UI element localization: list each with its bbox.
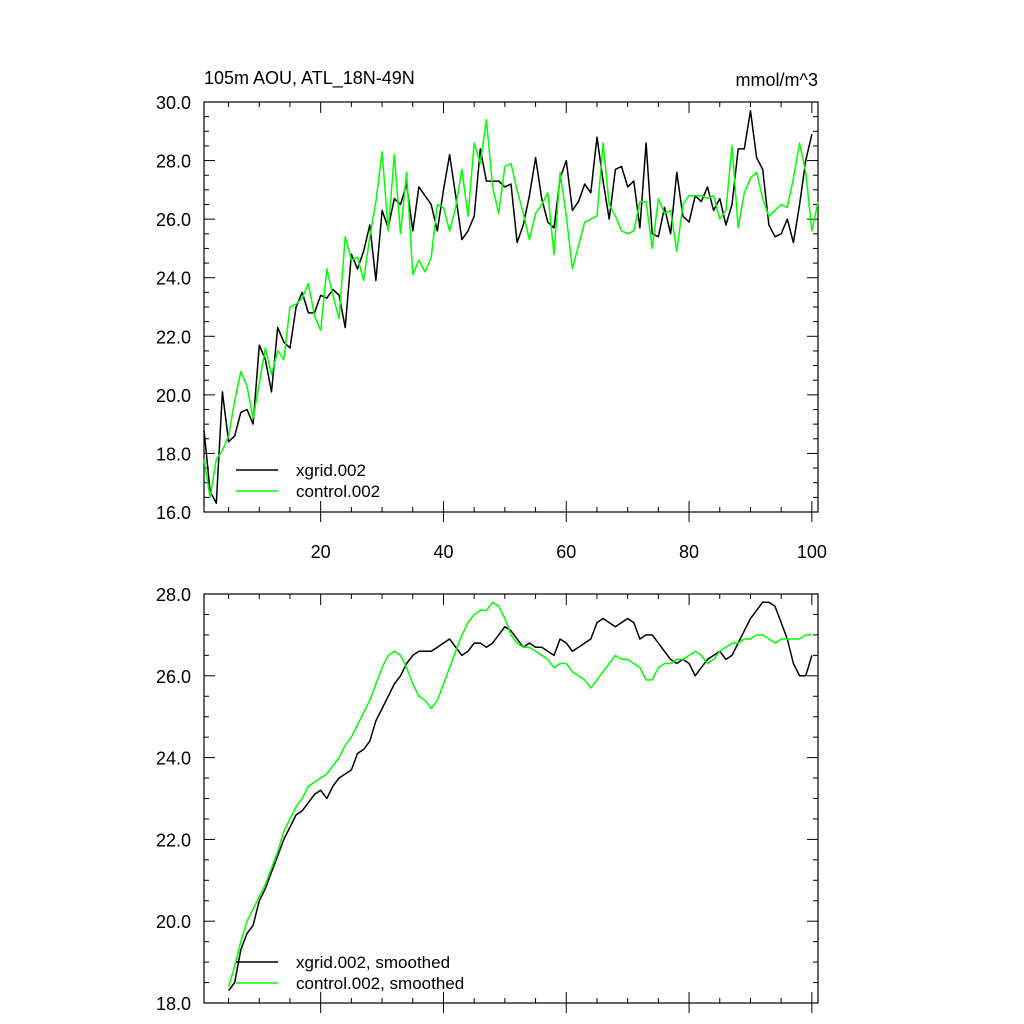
y-tick-label: 26.0 (156, 210, 191, 230)
x-tick-label: 40 (433, 542, 453, 562)
y-tick-label: 22.0 (156, 830, 191, 850)
y-tick-label: 22.0 (156, 327, 191, 347)
y-tick-label: 16.0 (156, 503, 191, 523)
y-tick-label: 18.0 (156, 444, 191, 464)
top-legend: xgrid.002 control.002 (236, 461, 380, 501)
top-series (203, 110, 819, 504)
bottom-panel: 18.0 20.0 22.0 24.0 26.0 28.0 xgrid.002, smoo… (156, 585, 819, 1014)
y-tick-label: 24.0 (156, 269, 191, 289)
bottom-axes: 18.0 20.0 22.0 24.0 26.0 28.0 (156, 585, 819, 1014)
x-tick-label: 80 (679, 542, 699, 562)
legend-label-xgrid-smoothed: xgrid.002, smoothed (296, 953, 450, 972)
series-line-control-002-smoothed (227, 601, 812, 987)
x-tick-label: 20 (311, 542, 331, 562)
top-axes: 16.0 18.0 20.0 22.0 24.0 26.0 28.0 30.0 20 40 60 80… (156, 93, 827, 562)
x-tick-label: 60 (556, 542, 576, 562)
units-label: mmol/m^3 (736, 70, 818, 90)
y-tick-label: 28.0 (156, 152, 191, 172)
y-tick-label: 26.0 (156, 667, 191, 687)
series-line-xgrid-002-smoothed (227, 601, 813, 992)
chart-title: 105m AOU, ATL_18N-49N (204, 68, 415, 89)
series-line-control-002 (203, 118, 819, 499)
legend-label-control-smoothed: control.002, smoothed (296, 974, 464, 993)
x-tick-label: 100 (797, 542, 827, 562)
bottom-legend: xgrid.002, smoothed control.002, smoothe… (236, 953, 464, 993)
y-tick-label: 20.0 (156, 386, 191, 406)
y-tick-label: 18.0 (156, 994, 191, 1014)
y-tick-label: 28.0 (156, 585, 191, 605)
y-tick-label: 30.0 (156, 93, 191, 113)
y-tick-label: 20.0 (156, 912, 191, 932)
bottom-series (227, 601, 813, 992)
top-panel: 105m AOU, ATL_18N-49N mmol/m^3 16.0 18.0 2… (156, 68, 827, 562)
series-line-xgrid-002 (203, 110, 813, 504)
legend-label-control: control.002 (296, 482, 380, 501)
legend-label-xgrid: xgrid.002 (296, 461, 366, 480)
y-tick-label: 24.0 (156, 749, 191, 769)
